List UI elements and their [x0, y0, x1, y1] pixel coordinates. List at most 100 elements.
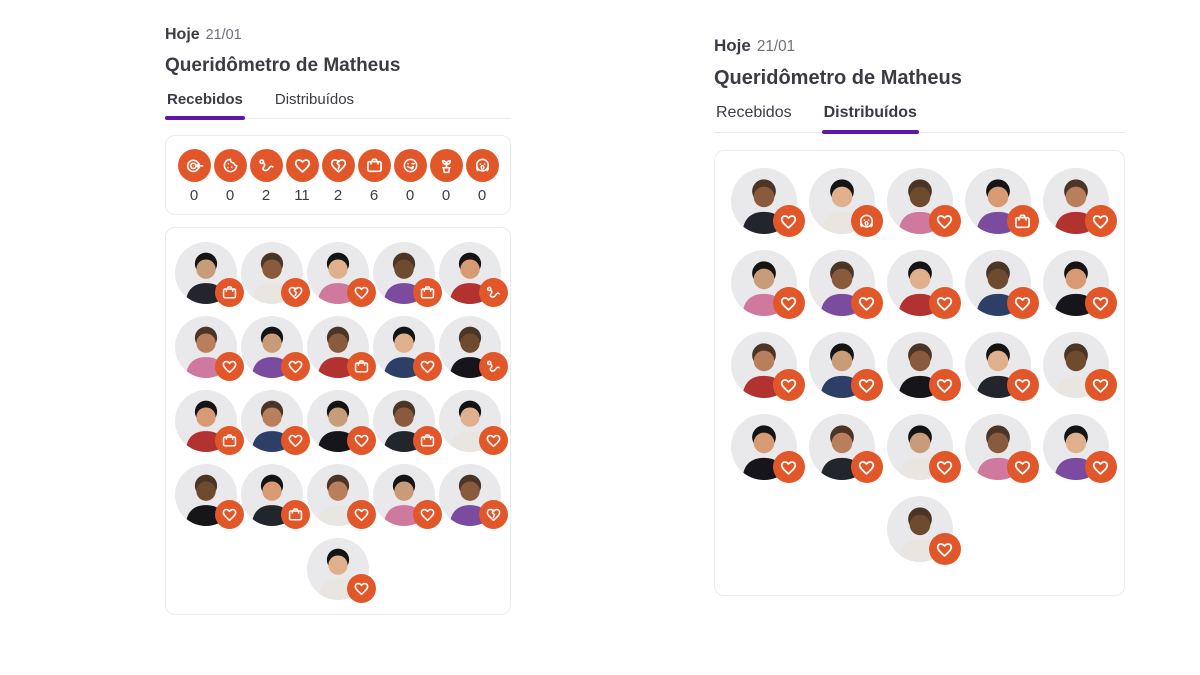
- heart-icon: [413, 500, 442, 529]
- tabs: Recebidos Distribuídos: [165, 91, 511, 120]
- date-row: Hoje 21/01: [165, 26, 511, 44]
- avatar-cell: [1042, 168, 1117, 237]
- suitcase-icon: [347, 352, 376, 381]
- avatar-row: [172, 390, 508, 455]
- target-icon: [177, 149, 211, 182]
- avatar-cell: [175, 390, 244, 455]
- avatar-row: [172, 242, 508, 307]
- avatar-cell: [307, 316, 376, 381]
- summary-count: 11: [294, 187, 310, 204]
- summary-count: 2: [333, 187, 343, 204]
- heart-icon: [772, 205, 805, 237]
- summary-count: 0: [441, 187, 451, 204]
- avatar-cell: [730, 250, 805, 319]
- scream-face-icon: [850, 205, 883, 237]
- avatar-cell: [175, 316, 244, 381]
- heart-icon: [1006, 287, 1039, 319]
- suitcase-icon: [357, 149, 391, 182]
- tab-distribuidos[interactable]: Distribuídos: [821, 104, 920, 134]
- heart-icon: [347, 574, 376, 603]
- heart-icon: [1084, 287, 1117, 319]
- avatar-grid: [714, 150, 1125, 596]
- broken-heart-icon: [479, 500, 508, 529]
- avatar-cell: [886, 414, 961, 483]
- avatar-cell: [886, 250, 961, 319]
- page-title: Queridômetro de Matheus: [165, 55, 401, 76]
- heart-icon: [928, 533, 961, 565]
- tab-recebidos[interactable]: Recebidos: [165, 91, 245, 120]
- avatar-cell: [964, 250, 1039, 319]
- avatar-cell: [808, 414, 883, 483]
- summary-item: 0: [177, 149, 211, 204]
- avatar-row: [172, 464, 508, 529]
- date-row: Hoje 21/01: [714, 36, 1125, 56]
- heart-icon: [1006, 369, 1039, 401]
- heart-icon: [1084, 369, 1117, 401]
- avatar-cell: [373, 390, 442, 455]
- broken-heart-icon: [281, 278, 310, 307]
- avatar-cell: [241, 390, 310, 455]
- suitcase-icon: [413, 278, 442, 307]
- avatar-cell: [808, 250, 883, 319]
- avatar-cell: [373, 316, 442, 381]
- summary-count: 2: [261, 187, 271, 204]
- heart-icon: [772, 287, 805, 319]
- avatar-cell: [175, 242, 244, 307]
- heart-icon: [285, 149, 319, 182]
- date-value: 21/01: [756, 38, 796, 55]
- summary-item: 0: [393, 149, 427, 204]
- avatar-cell: [886, 496, 961, 565]
- summary-item: 11: [285, 149, 319, 204]
- suitcase-icon: [215, 426, 244, 455]
- heart-icon: [928, 205, 961, 237]
- heart-icon: [347, 426, 376, 455]
- avatar-cell: [241, 242, 310, 307]
- summary-count: 0: [225, 187, 235, 204]
- scream-face-icon: [465, 149, 499, 182]
- avatar-row: [723, 496, 1116, 565]
- date-value: 21/01: [205, 27, 242, 43]
- heart-icon: [850, 369, 883, 401]
- heart-icon: [1084, 205, 1117, 237]
- page-title: Queridômetro de Matheus: [714, 67, 962, 89]
- cookie-icon: [213, 149, 247, 182]
- heart-icon: [215, 352, 244, 381]
- heart-icon: [928, 287, 961, 319]
- suitcase-icon: [1006, 205, 1039, 237]
- avatar-cell: [964, 414, 1039, 483]
- suitcase-icon: [281, 500, 310, 529]
- avatar-cell: [964, 332, 1039, 401]
- heart-icon: [413, 352, 442, 381]
- avatar-cell: [886, 168, 961, 237]
- heart-icon: [772, 451, 805, 483]
- summary-item: 2: [321, 149, 355, 204]
- summary-card: 0 0 2 11 2 6 0 0 0: [165, 135, 511, 215]
- tab-distribuidos[interactable]: Distribuídos: [274, 91, 355, 108]
- heart-icon: [928, 451, 961, 483]
- heart-icon: [347, 500, 376, 529]
- heart-icon: [850, 287, 883, 319]
- avatar-cell: [439, 464, 508, 529]
- avatar-cell: [1042, 332, 1117, 401]
- avatar-cell: [373, 464, 442, 529]
- avatar-grid: [165, 227, 511, 615]
- avatar-cell: [241, 464, 310, 529]
- heart-icon: [281, 426, 310, 455]
- avatar-cell: [730, 414, 805, 483]
- snake-icon: [249, 149, 283, 182]
- tab-recebidos[interactable]: Recebidos: [716, 104, 792, 121]
- heart-icon: [1006, 451, 1039, 483]
- plant-icon: [429, 149, 463, 182]
- avatar-cell: [241, 316, 310, 381]
- heart-icon: [215, 500, 244, 529]
- avatar-cell: [439, 390, 508, 455]
- avatar-cell: [808, 168, 883, 237]
- avatar-cell: [373, 242, 442, 307]
- summary-item: 6: [357, 149, 391, 204]
- avatar-row: [172, 316, 508, 381]
- avatar-cell: [307, 538, 376, 603]
- date-label: Hoje: [165, 26, 200, 43]
- suitcase-icon: [413, 426, 442, 455]
- summary-count: 0: [405, 187, 415, 204]
